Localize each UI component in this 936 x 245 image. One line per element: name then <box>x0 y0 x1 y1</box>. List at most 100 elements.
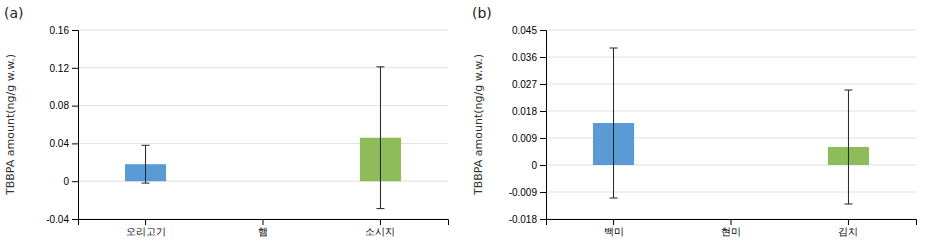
plot-area <box>125 67 401 209</box>
tick: 0 <box>63 176 78 187</box>
error-bar <box>844 90 852 204</box>
grid <box>78 30 448 219</box>
grid-line <box>78 67 448 68</box>
tick-mark <box>540 138 546 139</box>
tick-label: 0.04 <box>50 138 70 149</box>
error-cap <box>610 48 618 49</box>
tick: -0.009 <box>509 187 546 198</box>
axis-line <box>72 31 79 220</box>
error-line <box>380 67 381 209</box>
tick-mark <box>731 219 732 225</box>
error-cap <box>610 198 618 199</box>
tick-label: 햄 <box>258 226 268 237</box>
tick-label: -0.018 <box>509 214 538 225</box>
tick-label: 백미 <box>604 226 624 237</box>
panel: -0.04 0 0.04 0.08 0.12 0.16 오리고기 햄 소시지 TBBPA amou… <box>4 5 449 237</box>
x-axis: 오리고기 햄 소시지 <box>79 219 449 237</box>
tick: 0.045 <box>512 25 546 36</box>
tick: -0.04 <box>46 214 78 225</box>
tick-mark <box>380 219 381 225</box>
tick-label: 0.16 <box>50 25 70 36</box>
tick-mark <box>72 106 78 107</box>
panel-title: (b) <box>472 5 492 21</box>
grid-line <box>546 30 916 31</box>
error-cap <box>142 145 150 146</box>
tick-mark <box>72 68 78 69</box>
tick: 0.08 <box>50 100 78 111</box>
tick-mark <box>613 219 614 225</box>
tick: 0.027 <box>512 79 546 90</box>
tick-mark <box>72 30 78 31</box>
tick: 김치 <box>838 219 858 237</box>
tick-mark <box>848 219 849 225</box>
grid-line <box>546 111 916 112</box>
tick-label: 김치 <box>838 226 858 237</box>
x-axis: 백미 현미 김치 <box>547 219 917 237</box>
grid-line <box>546 57 916 58</box>
axis-line <box>547 220 917 226</box>
tick-label: 0 <box>63 176 69 187</box>
tick-mark <box>72 219 78 220</box>
tick-label: 0.009 <box>512 133 537 144</box>
error-cap <box>376 66 384 67</box>
grid-line <box>78 105 448 106</box>
error-cap <box>376 208 384 209</box>
tick-mark <box>540 192 546 193</box>
error-bar <box>610 48 618 198</box>
tick-label: 오리고기 <box>126 226 166 237</box>
plot-area <box>593 48 869 204</box>
axis-line <box>540 31 547 220</box>
tick-label: 현미 <box>721 226 741 237</box>
tick-label: 0.08 <box>50 100 70 111</box>
tick-label: 0.12 <box>50 63 70 74</box>
panel-title: (a) <box>4 5 24 21</box>
error-cap <box>844 90 852 91</box>
tick-mark <box>72 181 78 182</box>
tick-mark <box>540 30 546 31</box>
tick-label: 0 <box>531 160 537 171</box>
y-axis: -0.018 -0.009 0 0.009 0.018 0.027 0.036 0.045 <box>509 25 547 225</box>
tick: 0.009 <box>512 133 546 144</box>
tick: 햄 <box>258 219 268 237</box>
axis-title: TBBPA amount(ng/g w.w.) <box>472 54 485 196</box>
tick: -0.018 <box>509 214 546 225</box>
tick: 백미 <box>604 219 624 237</box>
tick: 0.16 <box>50 25 78 36</box>
error-line <box>145 145 146 183</box>
tick: 0 <box>531 160 546 171</box>
axis-line <box>79 220 449 226</box>
tick-label: -0.009 <box>509 187 538 198</box>
tick: 0.036 <box>512 52 546 63</box>
tick-mark <box>540 165 546 166</box>
error-bar <box>376 67 384 209</box>
bar <box>242 181 283 182</box>
tick: 현미 <box>721 219 741 237</box>
y-axis: -0.04 0 0.04 0.08 0.12 0.16 <box>46 25 78 225</box>
error-line <box>613 48 614 198</box>
panel: -0.018 -0.009 0 0.009 0.018 0.027 0.036 0.045 백미… <box>472 5 917 237</box>
tick-label: 0.045 <box>512 25 537 36</box>
tick-mark <box>145 219 146 225</box>
tick: 0.04 <box>50 138 78 149</box>
grid-line <box>546 192 916 193</box>
tick-mark <box>263 219 264 225</box>
tick: 오리고기 <box>126 219 166 237</box>
tick-mark <box>540 219 546 220</box>
bar <box>710 165 751 166</box>
tick-mark <box>540 84 546 85</box>
tick-label: 0.027 <box>512 79 537 90</box>
grid-line <box>78 30 448 31</box>
error-line <box>848 90 849 204</box>
error-bar <box>142 145 150 183</box>
tick: 0.018 <box>512 106 546 117</box>
tick-label: -0.04 <box>46 214 69 225</box>
tick: 소시지 <box>365 219 395 237</box>
error-cap <box>844 204 852 205</box>
tick-label: 0.036 <box>512 52 537 63</box>
tick-mark <box>540 111 546 112</box>
tick-mark <box>540 57 546 58</box>
tick-label: 소시지 <box>365 226 395 237</box>
axis-title: TBBPA amount(ng/g w.w.) <box>4 54 17 196</box>
grid-line <box>546 84 916 85</box>
error-cap <box>142 183 150 184</box>
